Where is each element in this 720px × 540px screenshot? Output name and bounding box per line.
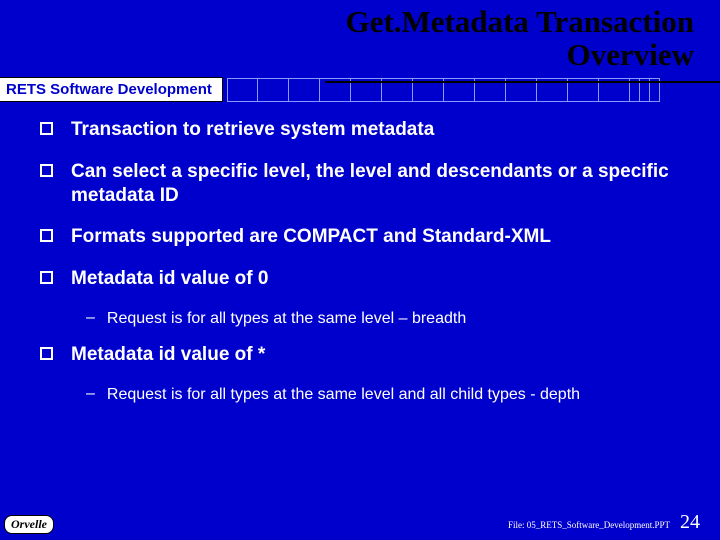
title-line-2: Overview <box>0 39 694 72</box>
title-underline <box>325 81 720 83</box>
dash-icon: – <box>86 309 95 327</box>
bullet-text: Metadata id value of * <box>71 343 265 367</box>
footer-right: File: 05_RETS_Software_Development.PPT 2… <box>508 511 700 534</box>
bullet-text: Metadata id value of 0 <box>71 267 268 291</box>
page-number: 24 <box>680 511 700 534</box>
sub-bullet-item: –Request is for all types at the same le… <box>86 309 692 329</box>
bullet-box-icon <box>40 122 53 135</box>
file-label: File: 05_RETS_Software_Development.PPT <box>508 520 670 530</box>
bullet-text: Can select a specific level, the level a… <box>71 160 692 208</box>
bullet-item: Metadata id value of * <box>40 343 692 367</box>
bullet-box-icon <box>40 271 53 284</box>
bullet-box-icon <box>40 229 53 242</box>
sub-bullet-item: –Request is for all types at the same le… <box>86 385 692 405</box>
sub-bullet-text: Request is for all types at the same lev… <box>107 309 466 329</box>
slide-title: Get.Metadata Transaction Overview <box>0 0 720 73</box>
bullet-item: Can select a specific level, the level a… <box>40 160 692 208</box>
title-line-1: Get.Metadata Transaction <box>0 6 694 39</box>
bullet-box-icon <box>40 347 53 360</box>
footer-logo: Orvelle <box>4 515 54 534</box>
bullet-item: Metadata id value of 0 <box>40 267 692 291</box>
content-area: Transaction to retrieve system metadata C… <box>0 102 720 419</box>
bullet-text: Transaction to retrieve system metadata <box>71 118 434 142</box>
sub-bullet-text: Request is for all types at the same lev… <box>107 385 580 405</box>
bullet-item: Formats supported are COMPACT and Standa… <box>40 225 692 249</box>
bullet-item: Transaction to retrieve system metadata <box>40 118 692 142</box>
bullet-text: Formats supported are COMPACT and Standa… <box>71 225 551 249</box>
dash-icon: – <box>86 385 95 403</box>
bullet-box-icon <box>40 164 53 177</box>
subtitle-label: RETS Software Development <box>0 77 223 102</box>
